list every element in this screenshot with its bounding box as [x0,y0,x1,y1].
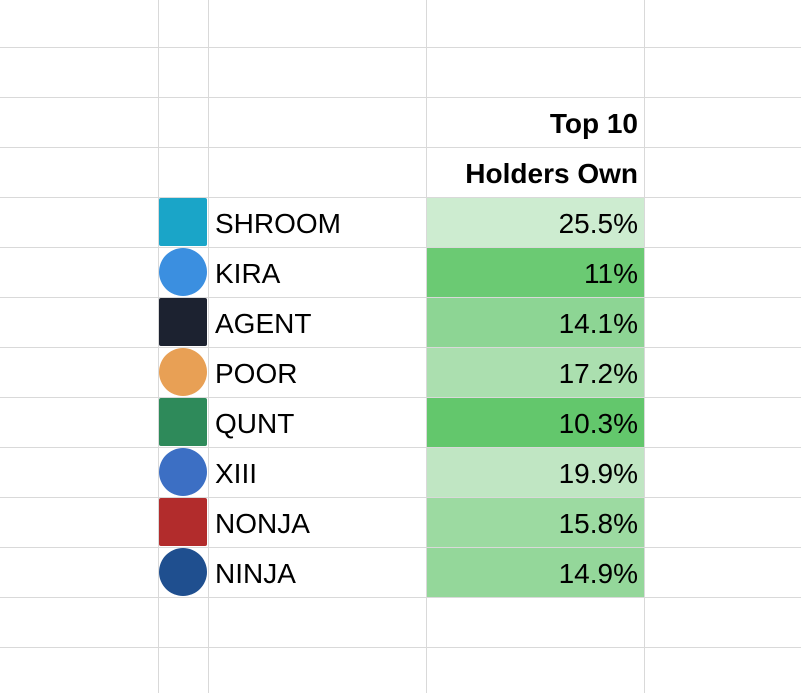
grid-line [0,447,801,448]
holders-value: 11% [584,258,638,289]
grid-line [0,397,801,398]
grid-line [0,197,801,198]
token-name: NINJA [215,558,296,589]
value-cell-fill [427,198,644,247]
value-cell-fill [427,548,644,597]
grid-line [0,247,801,248]
holders-value: 14.1% [558,308,638,339]
token-icon [159,448,207,496]
grid-line [0,647,801,648]
grid-line [0,47,801,48]
grid-line [426,0,427,693]
token-icon [159,548,207,596]
value-cell-fill [427,348,644,397]
grid-line [0,547,801,548]
holders-value: 19.9% [558,458,638,489]
grid-line [0,497,801,498]
grid-line [208,0,209,693]
grid-line [0,347,801,348]
holders-value: 14.9% [558,558,638,589]
value-cell-fill [427,398,644,447]
grid-line [0,597,801,598]
holders-value: 10.3% [558,408,638,439]
token-icon [159,348,207,396]
grid-line [0,97,801,98]
token-icon [159,198,207,246]
token-icon [159,498,207,546]
grid-line [0,147,801,148]
grid-line [644,0,645,693]
value-cell-fill [427,248,644,297]
token-name: POOR [215,358,298,389]
token-name: AGENT [215,308,312,339]
token-icon [159,248,207,296]
grid-line [158,0,159,693]
token-icon [159,298,207,346]
grid-line [0,297,801,298]
token-name: QUNT [215,408,295,439]
value-cell-fill [427,298,644,347]
holders-value: 15.8% [558,508,638,539]
holders-value: 17.2% [558,358,638,389]
value-cell-fill [427,448,644,497]
token-name: SHROOM [215,208,341,239]
token-icon [159,398,207,446]
header-cell: Holders Own [465,158,638,189]
token-name: XIII [215,458,258,489]
holders-value: 25.5% [558,208,638,239]
token-name: KIRA [215,258,281,289]
token-name: NONJA [215,508,310,539]
value-cell-fill [427,498,644,547]
header-cell: Top 10 [549,108,638,139]
